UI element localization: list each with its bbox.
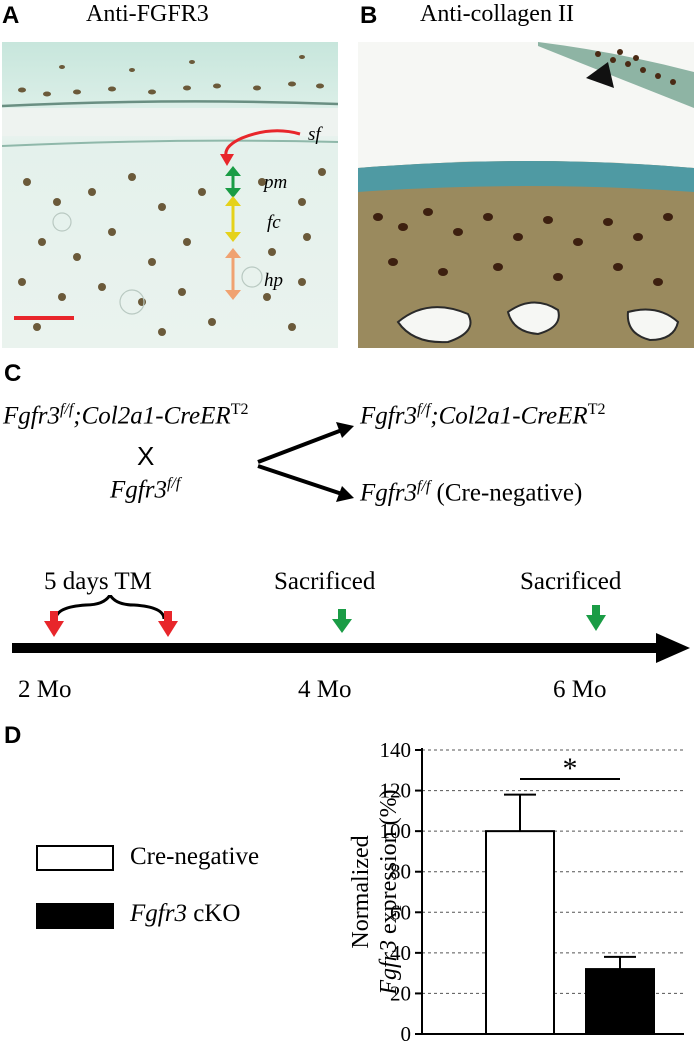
y-tick-label: 60 xyxy=(390,900,411,924)
sf-arrow xyxy=(224,129,301,157)
timeline-axis xyxy=(12,643,662,653)
scale-bar xyxy=(14,316,74,320)
y-tick-label: 100 xyxy=(380,819,412,843)
offspring2-genotype: Fgfr3f/f (Cre-negative) xyxy=(360,478,583,507)
sacrificed-label-1: Sacrificed xyxy=(274,568,376,595)
bars xyxy=(485,830,655,1036)
cross-symbol: X xyxy=(137,441,155,471)
label-fc: fc xyxy=(267,212,281,233)
fc-arrow xyxy=(225,196,241,242)
significance-star: * xyxy=(563,752,578,785)
y-tick-label: 140 xyxy=(380,738,412,762)
bar-1 xyxy=(485,830,555,1036)
y-axis-label-line1: Normalized xyxy=(348,835,374,948)
sacrifice-arrow-1 xyxy=(332,609,352,633)
tm-label: 5 days TM xyxy=(44,568,152,595)
sacrificed-label-2: Sacrificed xyxy=(520,568,622,595)
panel-d-letter: D xyxy=(4,722,22,749)
upper-stained-cells xyxy=(595,49,676,85)
stained-cartilage xyxy=(358,161,694,348)
y-axis-label-line2: Fgfr3 expression (%) xyxy=(376,789,402,995)
parent2-genotype: Fgfr3f/f xyxy=(110,475,181,504)
sacrifice-arrow-2 xyxy=(586,605,606,631)
y-tick-label: 0 xyxy=(401,1022,412,1044)
lower-surface-line xyxy=(2,139,338,147)
y-tick-label: 40 xyxy=(390,941,411,965)
label-sf: sf xyxy=(308,124,323,145)
panel-b-title: Anti-collagen II xyxy=(420,1,574,27)
legend-label-cre-negative: Cre-negative xyxy=(130,843,260,870)
time-4mo: 4 Mo xyxy=(298,676,352,703)
bar-2 xyxy=(585,968,655,1035)
black-arrow xyxy=(586,62,614,88)
timeline-graphic xyxy=(12,595,690,663)
panel-c-letter: C xyxy=(4,360,22,387)
panel-a-title: Anti-FGFR3 xyxy=(86,1,209,27)
panel-b-micrograph xyxy=(358,42,694,348)
legend-swatch-cre-negative xyxy=(36,845,114,871)
cartilage-surface xyxy=(358,161,694,192)
time-2mo: 2 Mo xyxy=(18,676,72,703)
panel-a-micrograph: sf pm fc hp xyxy=(2,42,338,348)
time-6mo: 6 Mo xyxy=(553,676,607,703)
timeline-arrowhead xyxy=(656,633,690,663)
upper-tissue xyxy=(538,42,694,108)
chondrocyte-nuclei xyxy=(18,55,326,336)
stained-chondrocytes xyxy=(373,208,673,286)
panel-a-letter: A xyxy=(2,2,20,29)
fgfr3-expression-chart: 0 20 40 60 80 100 120 140 * Normalized Fgfr3 ex… xyxy=(348,738,684,1044)
y-tick-label: 80 xyxy=(390,860,411,884)
pm-arrow xyxy=(225,166,241,198)
label-hp: hp xyxy=(264,270,283,291)
panel-b-letter: B xyxy=(360,2,378,29)
parent1-genotype: Fgfr3f/f;Col2a1-CreERT2 xyxy=(3,401,249,430)
tm-start-arrow xyxy=(44,611,64,637)
tm-end-arrow xyxy=(158,611,178,637)
panel-a-background xyxy=(2,42,338,348)
offspring-arrows xyxy=(257,422,354,502)
label-pm: pm xyxy=(262,172,287,193)
sf-arrowhead xyxy=(220,154,234,166)
marrow-spaces xyxy=(396,301,680,344)
legend-swatch-cko xyxy=(36,903,114,929)
lacunae xyxy=(52,212,263,315)
y-axis-ticks: 0 20 40 60 80 100 120 140 xyxy=(380,738,422,1044)
error-bars xyxy=(504,793,636,970)
offspring1-genotype: Fgfr3f/f;Col2a1-CreERT2 xyxy=(360,401,606,430)
y-tick-label: 20 xyxy=(390,981,411,1005)
tm-brace xyxy=(54,595,166,620)
y-tick-label: 120 xyxy=(380,779,412,803)
upper-surface-line xyxy=(2,100,338,108)
hp-arrow xyxy=(225,248,241,300)
legend-label-cko: Fgfr3 cKO xyxy=(130,900,241,927)
